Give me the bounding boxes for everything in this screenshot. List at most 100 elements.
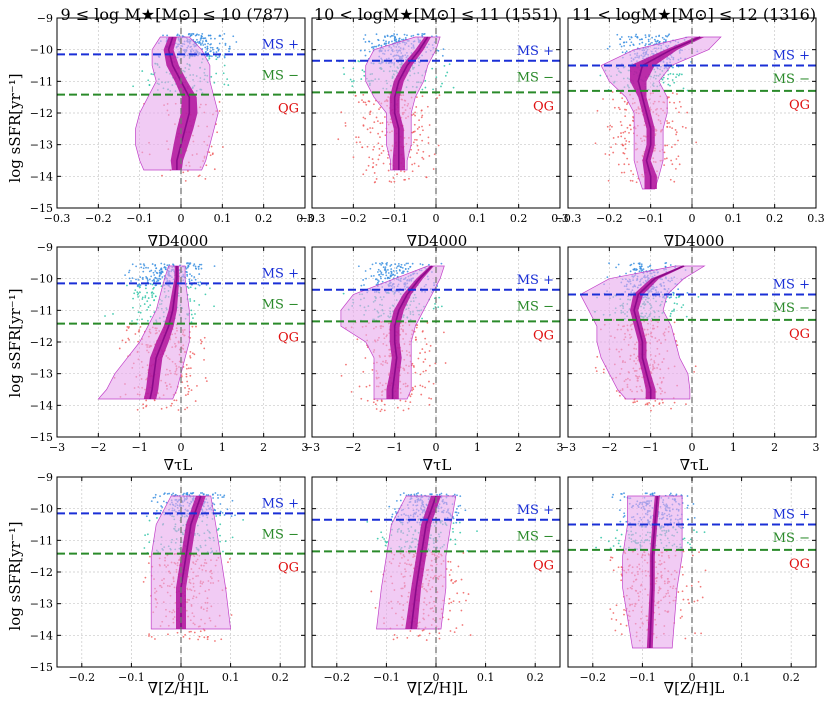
- data-point: [385, 271, 387, 274]
- data-point: [132, 297, 134, 300]
- data-point: [418, 119, 420, 122]
- data-point: [210, 55, 213, 58]
- data-point: [156, 501, 159, 504]
- data-point: [208, 151, 211, 154]
- data-point: [147, 79, 150, 82]
- data-point: [227, 561, 229, 564]
- data-point: [145, 275, 147, 278]
- median-curve: [410, 495, 437, 630]
- data-point: [647, 40, 650, 43]
- data-point: [200, 340, 203, 343]
- data-point: [158, 269, 161, 272]
- x-tick-label: 0.2: [526, 671, 544, 684]
- data-point: [419, 133, 422, 136]
- data-point: [145, 284, 148, 287]
- data-point: [375, 116, 378, 119]
- data-point: [124, 274, 127, 277]
- data-point: [380, 263, 383, 266]
- data-point: [365, 169, 368, 172]
- data-point: [152, 73, 155, 76]
- data-point: [186, 266, 189, 269]
- data-point: [416, 324, 419, 326]
- data-point: [378, 108, 380, 111]
- data-point: [673, 310, 675, 312]
- data-point: [686, 111, 689, 114]
- data-point: [190, 389, 193, 392]
- data-point: [669, 315, 672, 317]
- data-point: [409, 630, 412, 632]
- x-tick-label: −0.1: [118, 671, 145, 684]
- data-point: [644, 34, 647, 37]
- x-tick-label: 0.1: [469, 212, 487, 225]
- data-point: [191, 325, 194, 328]
- data-point: [459, 504, 462, 507]
- data-point: [364, 41, 367, 43]
- data-point: [363, 74, 366, 77]
- data-point: [621, 51, 624, 54]
- data-point: [189, 286, 192, 289]
- data-point: [625, 41, 628, 44]
- data-point: [209, 46, 212, 49]
- data-point: [682, 87, 685, 90]
- data-point: [379, 106, 382, 109]
- data-point: [664, 157, 666, 160]
- data-point: [385, 274, 388, 277]
- data-point: [613, 106, 616, 109]
- data-point: [184, 386, 186, 389]
- panel-plot-area: [57, 477, 305, 667]
- data-point: [623, 100, 626, 103]
- qg-label: QG: [533, 328, 554, 343]
- data-point: [156, 272, 159, 275]
- data-point: [160, 407, 163, 410]
- data-point: [680, 73, 683, 76]
- data-point: [602, 98, 604, 100]
- data-point: [664, 144, 667, 147]
- y-tick-label: −12: [30, 566, 53, 579]
- data-point: [213, 265, 216, 267]
- data-point: [364, 101, 367, 104]
- data-point: [190, 321, 193, 324]
- data-point: [199, 492, 202, 494]
- data-point: [661, 36, 664, 39]
- data-point: [626, 103, 628, 106]
- data-point: [136, 285, 139, 288]
- data-point: [364, 357, 367, 359]
- data-point: [206, 45, 209, 48]
- data-point: [618, 108, 621, 111]
- data-point: [406, 34, 408, 37]
- data-point: [624, 147, 627, 150]
- data-point: [414, 385, 417, 388]
- data-point: [222, 496, 225, 498]
- data-point: [419, 384, 422, 387]
- data-point: [141, 298, 144, 300]
- data-point: [365, 385, 368, 388]
- y-tick-label: −14: [30, 399, 53, 412]
- data-point: [647, 38, 650, 41]
- data-point: [162, 500, 165, 503]
- x-tick-label: −0.2: [323, 671, 350, 684]
- data-point: [203, 636, 206, 639]
- data-point: [424, 86, 427, 89]
- data-point: [383, 269, 386, 271]
- data-point: [154, 493, 157, 496]
- panel-r1-c3: MS +MS −QG−0.3 −0.2 −0.1 0 0.1 0.2 0.3: [555, 17, 825, 225]
- data-point: [132, 85, 135, 88]
- data-point: [390, 275, 392, 278]
- data-point: [425, 639, 428, 641]
- panel-r3-c3: MS +MS −QG−0.2 −0.1 0 0.1 0.2: [567, 476, 817, 684]
- data-point: [138, 285, 141, 288]
- data-point: [635, 181, 638, 184]
- data-point: [147, 297, 150, 299]
- data-point: [370, 46, 373, 49]
- data-point: [200, 263, 203, 266]
- data-point: [204, 43, 206, 46]
- data-point: [595, 370, 598, 373]
- data-point: [403, 170, 406, 173]
- data-point: [154, 638, 156, 640]
- data-point: [188, 630, 191, 633]
- data-point: [414, 114, 416, 117]
- data-point: [460, 609, 463, 612]
- data-point: [677, 288, 680, 291]
- data-point: [617, 163, 620, 166]
- data-point: [375, 262, 377, 264]
